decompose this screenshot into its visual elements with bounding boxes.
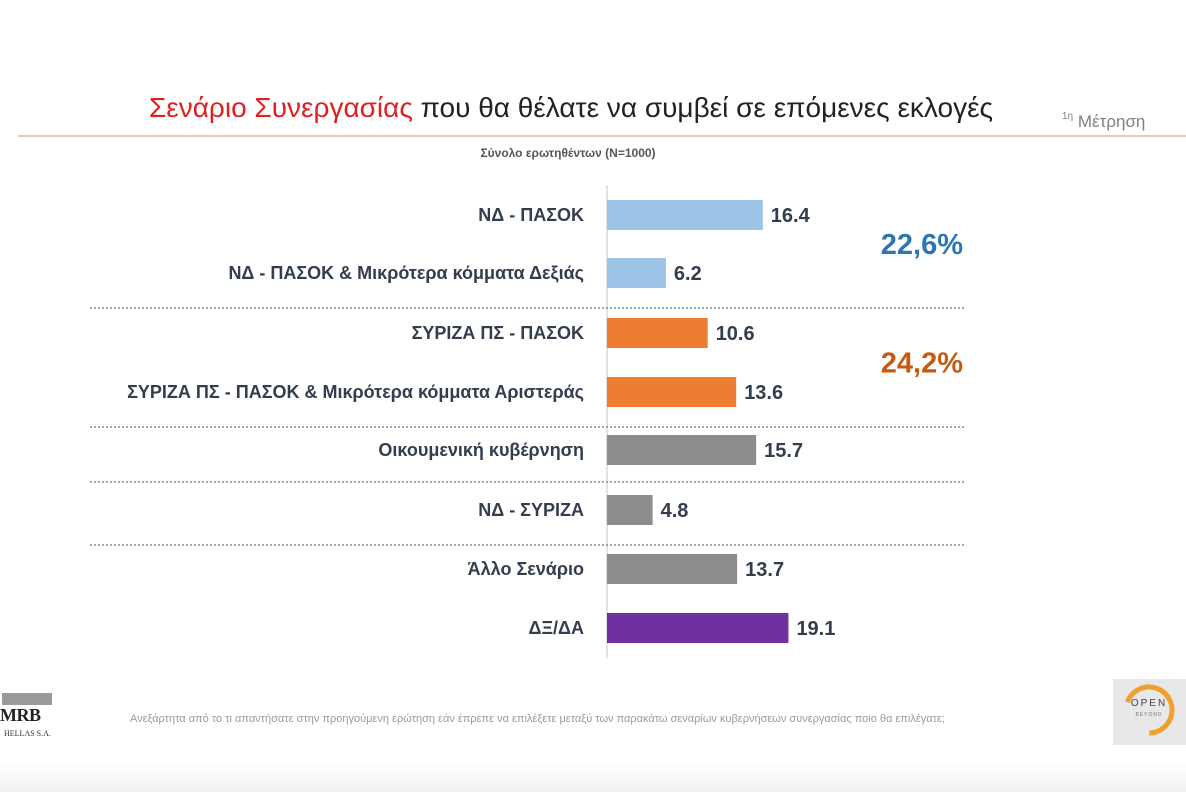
value-label-8: 19.1: [796, 618, 835, 640]
category-label-1: ΝΔ - ΠΑΣΟΚ: [478, 205, 584, 225]
mrb-logo: MRB HELLAS S.A.: [0, 693, 60, 745]
category-label-2: ΝΔ - ΠΑΣΟΚ & Μικρότερα κόμματα Δεξιάς: [228, 263, 584, 284]
measurement-ordinal: 1η: [1062, 111, 1074, 122]
open-beyond-logo: OPEN BEYOND: [1113, 679, 1186, 745]
title-divider: [18, 135, 1186, 137]
value-label-4: 13.6: [744, 382, 783, 404]
bar-8: [607, 613, 789, 643]
open-logo-subtext: BEYOND: [1135, 712, 1162, 718]
category-label-6: ΝΔ - ΣΥΡΙΖΑ: [478, 500, 584, 520]
bar-6: [607, 495, 653, 525]
value-label-3: 10.6: [716, 323, 755, 345]
value-label-5: 15.7: [764, 440, 803, 462]
measurement-text: Μέτρηση: [1077, 112, 1146, 131]
title-highlight: Σενάριο Συνεργασίας: [148, 92, 413, 123]
chart-subtitle: Σύνολο ερωτηθέντων (Ν=1000): [480, 146, 656, 160]
category-label-7: Άλλο Σενάριο: [468, 559, 584, 579]
category-label-3: ΣΥΡΙΖΑ ΠΣ - ΠΑΣΟΚ: [412, 323, 584, 343]
open-logo-mark: OPEN BEYOND: [1123, 684, 1175, 736]
value-label-1: 16.4: [771, 205, 811, 227]
bar-1: [607, 200, 763, 230]
mrb-logo-subtext: HELLAS S.A.: [4, 729, 51, 738]
group-total-2: 24,2%: [881, 348, 963, 380]
value-label-6: 4.8: [661, 500, 689, 522]
value-label-2: 6.2: [674, 263, 702, 285]
footer-band: [0, 762, 1186, 792]
bar-2: [607, 258, 666, 288]
bar-4: [607, 377, 737, 407]
bar-5: [607, 435, 757, 465]
open-logo-text: OPEN: [1131, 698, 1167, 709]
bar-7: [607, 554, 738, 584]
page-title: Σενάριο Συνεργασίας που θα θέλατε να συμ…: [0, 92, 1186, 124]
category-label-8: ΔΞ/ΔΑ: [529, 618, 584, 638]
category-label-4: ΣΥΡΙΖΑ ΠΣ - ΠΑΣΟΚ & Μικρότερα κόμματα Αρ…: [127, 382, 584, 402]
mrb-logo-text: MRB: [0, 705, 41, 725]
measurement-label: 1η Μέτρηση: [1062, 111, 1146, 132]
title-rest: που θα θέλατε να συμβεί σε επόμενες εκλο…: [412, 92, 994, 123]
mrb-logo-bar: [2, 693, 52, 705]
footnote: Ανεξάρτητα από το τι απαντήσατε στην προ…: [130, 713, 945, 725]
bar-3: [607, 318, 708, 348]
category-label-5: Οικουμενική κυβέρνηση: [378, 440, 584, 460]
group-total-1: 22,6%: [881, 229, 963, 261]
value-label-7: 13.7: [745, 559, 784, 581]
